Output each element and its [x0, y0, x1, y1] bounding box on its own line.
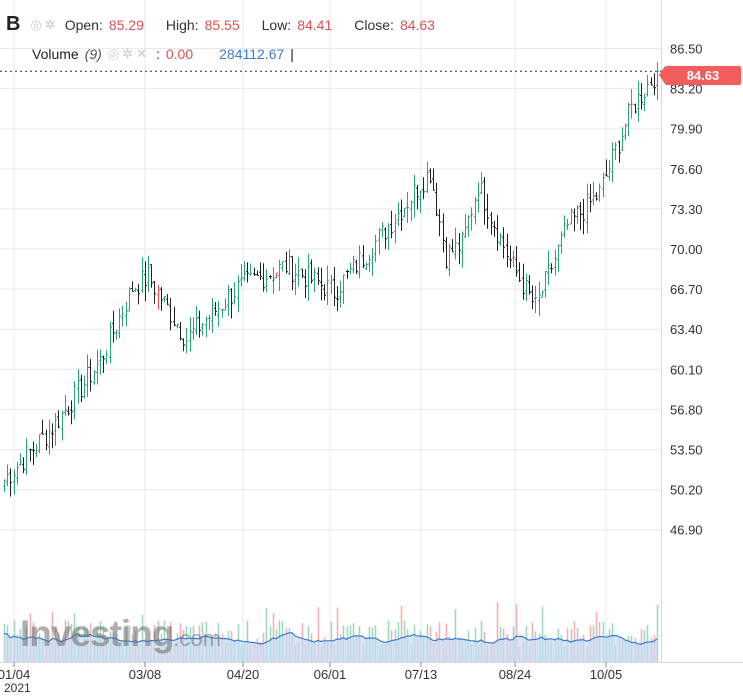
volume-separator: : — [155, 46, 160, 62]
y-tick-label: 66.70 — [670, 282, 703, 297]
y-tick-label: 63.40 — [670, 322, 703, 337]
y-tick-label: 60.10 — [670, 362, 703, 377]
chart-grid — [0, 0, 743, 663]
y-tick-label: 56.80 — [670, 402, 703, 417]
investing-watermark-logo: Investing.com — [20, 613, 222, 654]
close-icon[interactable]: ✕ — [136, 46, 150, 61]
y-tick-label: 70.00 — [670, 242, 703, 257]
y-tick-label: 46.90 — [670, 523, 703, 538]
text-cursor: | — [290, 46, 294, 62]
high-value: 85.55 — [204, 16, 240, 33]
last-price-tag: 84.63 — [659, 66, 741, 85]
ohlc-bars — [3, 62, 659, 497]
x-tick-label: 04/20 — [227, 667, 260, 682]
x-tick-label: 06/01 — [314, 667, 347, 682]
symbol-label: B — [6, 13, 21, 35]
volume-ma-value: 284112.67 — [219, 46, 285, 62]
x-tick-label: 07/13 — [405, 667, 438, 682]
y-tick-label: 76.60 — [670, 162, 703, 177]
y-tick-label: 53.50 — [670, 443, 703, 458]
y-tick-label: 83.20 — [670, 82, 703, 97]
y-tick-label: 79.90 — [670, 122, 703, 137]
close-label: Close: — [354, 16, 394, 33]
high-label: High: — [165, 16, 199, 33]
y-tick-label: 73.30 — [670, 202, 703, 217]
x-axis: 01/04 03/08 04/20 06/01 07/13 08/24 10/05 2021 — [0, 662, 622, 695]
x-year-label: 2021 — [4, 681, 31, 695]
gear-icon[interactable]: ✲ — [44, 16, 59, 32]
volume-moving-average — [3, 632, 658, 662]
volume-ma-area — [4, 632, 657, 662]
open-label: Open: — [64, 16, 103, 33]
x-tick-label: 03/08 — [129, 667, 162, 682]
volume-value: 0.00 — [165, 46, 194, 62]
legend-icons[interactable]: ◎✲ — [30, 17, 58, 33]
open-value: 85.29 — [108, 16, 144, 33]
low-value: 84.41 — [297, 16, 333, 33]
volume-legend: Volume (9) ◎✲✕ : 0.00 284112.67 | — [32, 46, 294, 62]
y-axis: 86.50 83.20 79.90 76.60 73.30 70.00 66.70 63.40… — [670, 42, 703, 538]
y-tick-label: 86.50 — [670, 42, 703, 57]
volume-label: Volume — [32, 46, 79, 62]
x-tick-label: 10/05 — [590, 667, 623, 682]
x-tick-label: 01/04 — [0, 667, 30, 682]
volume-legend-icons[interactable]: ◎✲✕ — [108, 46, 150, 62]
gear-icon[interactable]: ✲ — [122, 46, 137, 61]
x-tick-label: 08/24 — [499, 667, 532, 682]
volume-period: (9) — [84, 46, 102, 62]
volume-ma-line — [3, 632, 658, 645]
eye-icon[interactable]: ◎ — [107, 46, 123, 61]
y-tick-label: 50.20 — [670, 483, 703, 498]
low-label: Low: — [261, 16, 292, 33]
eye-icon[interactable]: ◎ — [30, 16, 45, 32]
close-value: 84.63 — [399, 16, 435, 33]
ohlc-legend: B ◎✲ Open: 85.29 High: 85.55 Low: 84.41 … — [6, 13, 451, 36]
